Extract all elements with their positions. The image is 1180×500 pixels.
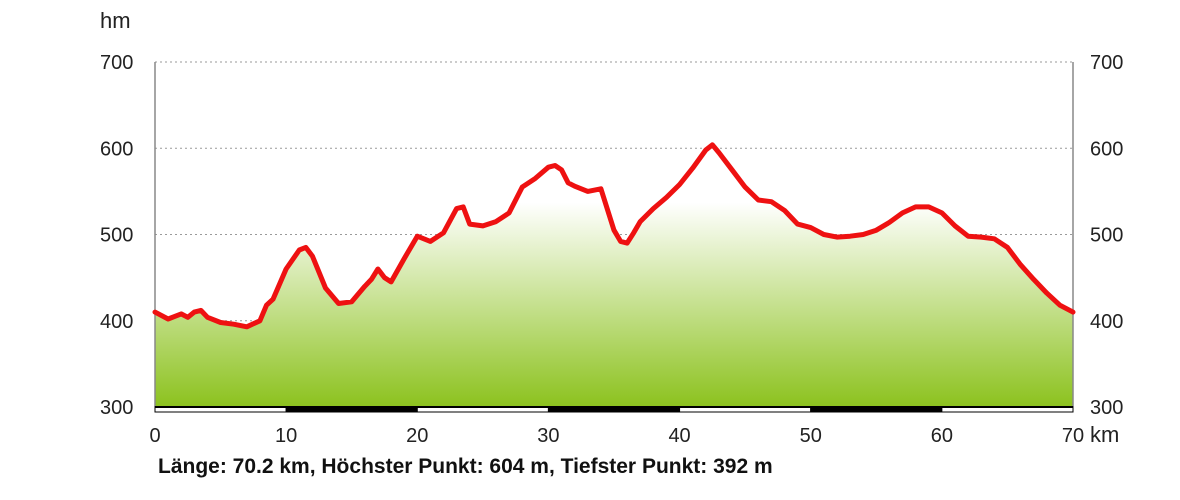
y-axis-unit: hm (100, 8, 131, 33)
y-tick-left-400: 400 (100, 311, 133, 333)
x-tick-0: 0 (149, 425, 160, 447)
y-tick-right-400: 400 (1090, 311, 1123, 333)
elevation-line (152, 142, 1076, 330)
x-tick-70: 70 (1062, 425, 1084, 447)
x-tick-30: 30 (537, 425, 559, 447)
y-tick-left-500: 500 (100, 225, 133, 247)
y-tick-left-300: 300 (100, 397, 133, 419)
y-tick-left-700: 700 (100, 52, 133, 74)
x-tick-10: 10 (275, 425, 297, 447)
x-axis-unit: km (1090, 422, 1119, 447)
y-tick-right-500: 500 (1090, 225, 1123, 247)
y-tick-right-300: 300 (1090, 397, 1123, 419)
elevation-area-fill (155, 144, 1073, 408)
y-tick-right-600: 600 (1090, 138, 1123, 160)
x-tick-60: 60 (931, 425, 953, 447)
axes (154, 62, 1074, 413)
route-summary: Länge: 70.2 km, Höchster Punkt: 604 m, T… (158, 455, 773, 478)
y-tick-right-700: 700 (1090, 52, 1123, 74)
x-tick-50: 50 (800, 425, 822, 447)
tick-labels: 300 300 400 400 500 500 600 600 700 700 0 10 20 30 40 5… (100, 8, 1123, 447)
x-tick-20: 20 (406, 425, 428, 447)
y-tick-left-600: 600 (100, 138, 133, 160)
x-tick-40: 40 (668, 425, 690, 447)
